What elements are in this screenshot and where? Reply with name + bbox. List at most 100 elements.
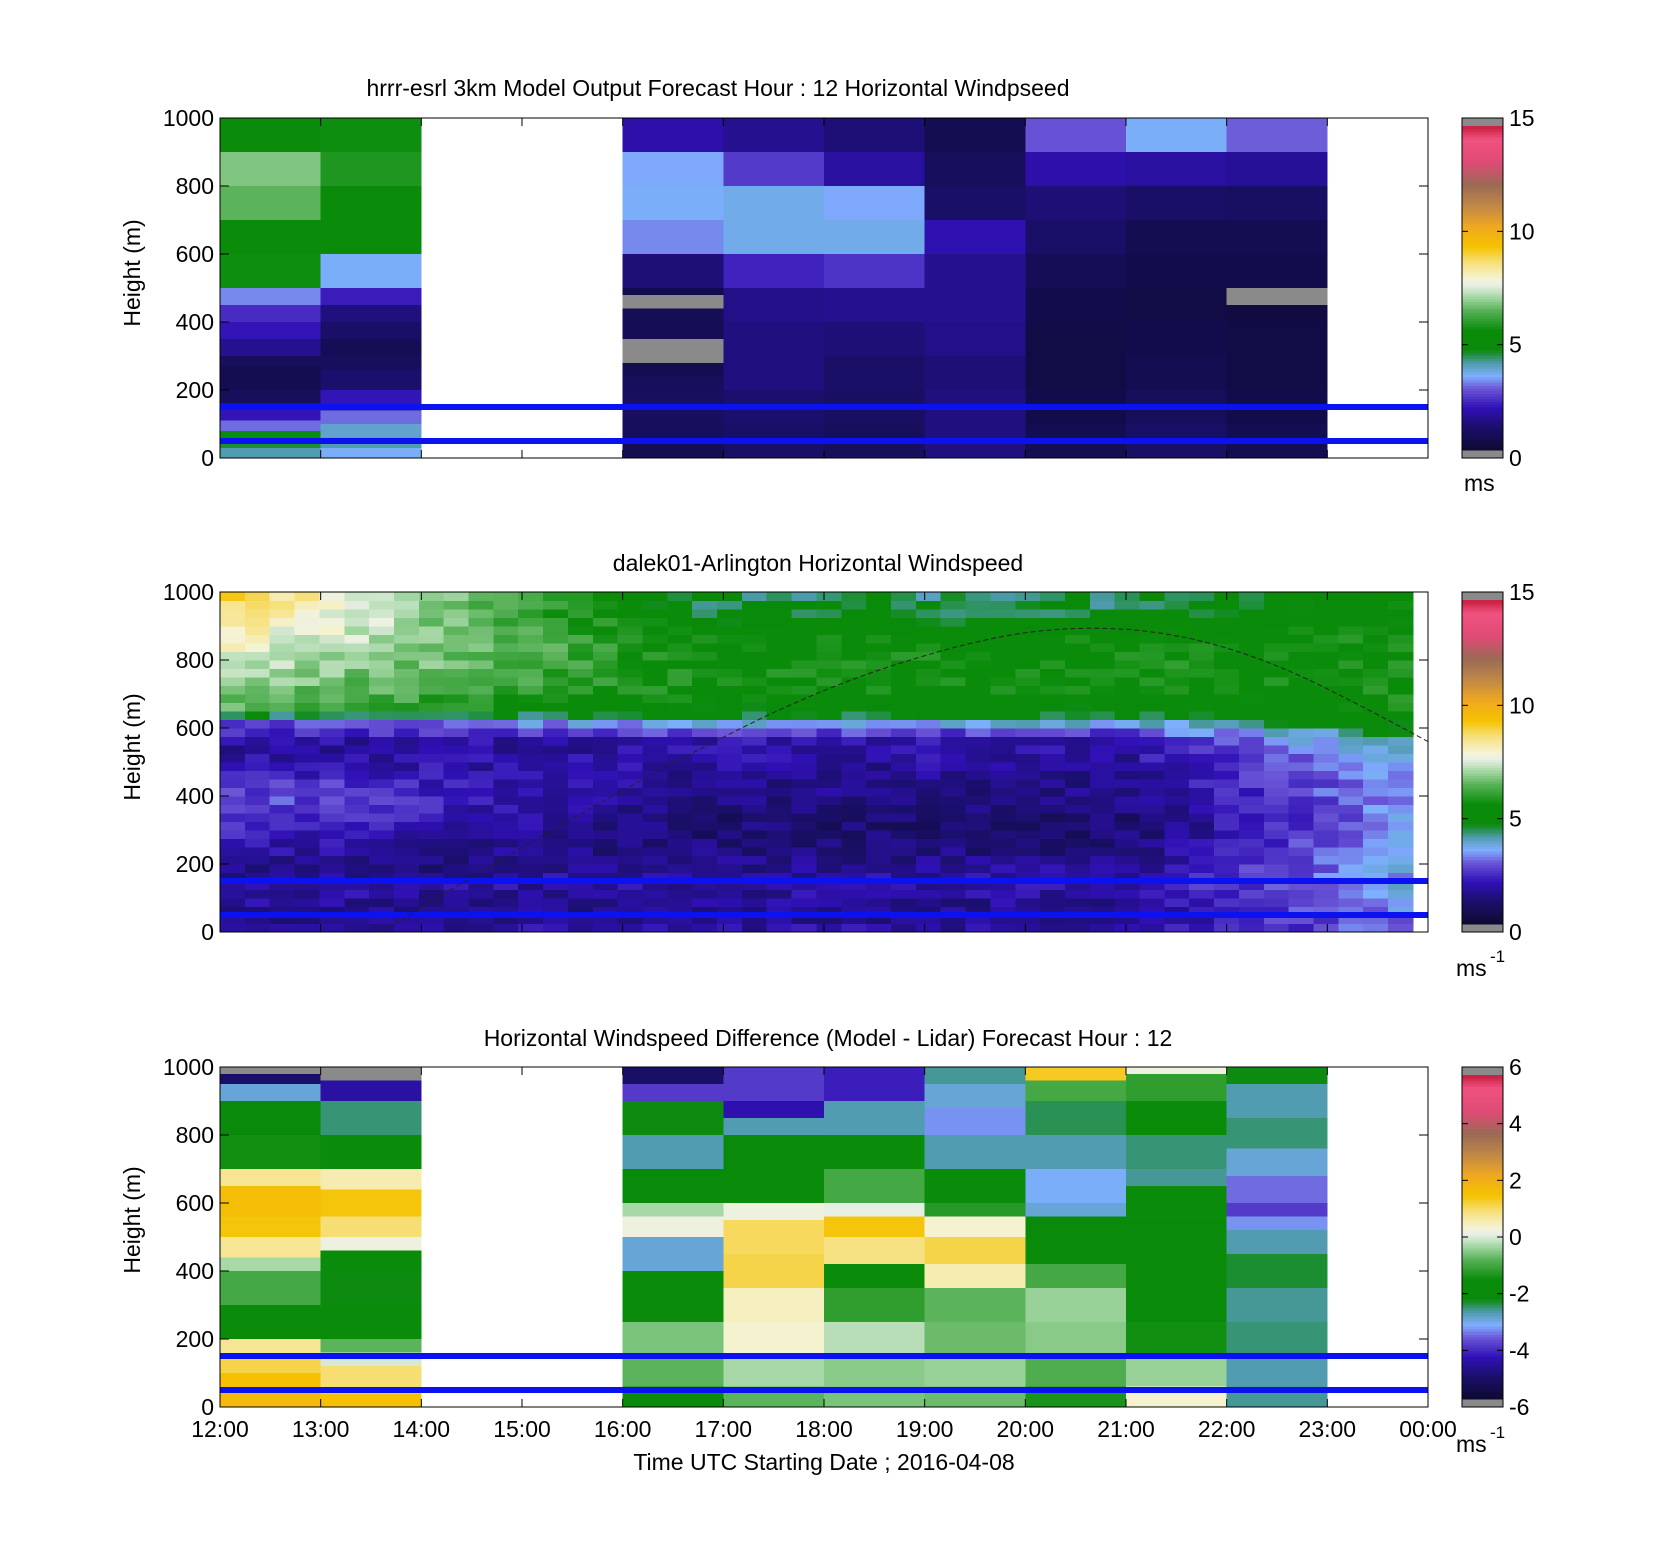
heatmap-cell <box>468 864 494 873</box>
heatmap-cell <box>866 685 892 695</box>
heatmap-cell <box>220 787 246 797</box>
heatmap-cell <box>443 779 470 788</box>
heatmap-cell <box>617 847 643 856</box>
heatmap-cell <box>369 796 395 805</box>
colorbar-swatch <box>1462 261 1503 265</box>
heatmap-cell <box>1040 821 1066 831</box>
heatmap-cell <box>567 830 594 839</box>
heatmap-cell <box>622 1271 724 1288</box>
heatmap-cell <box>319 838 345 848</box>
heatmap-cell <box>642 736 668 746</box>
colorbar-tick-label: 4 <box>1509 1111 1522 1137</box>
heatmap-cell <box>622 376 724 397</box>
heatmap-cell <box>244 779 271 788</box>
heatmap-cell <box>940 694 967 703</box>
heatmap-cell <box>741 813 768 822</box>
heatmap-cell <box>1040 626 1066 635</box>
heatmap-cell <box>1126 1254 1227 1288</box>
heatmap-cell <box>1363 872 1389 882</box>
heatmap-cell <box>1064 660 1091 669</box>
heatmap-cell <box>990 923 1016 933</box>
heatmap-cell <box>1015 728 1041 737</box>
heatmap-cell <box>1388 745 1414 754</box>
heatmap-cell <box>965 762 991 771</box>
heatmap-cell <box>1126 1073 1227 1101</box>
heatmap-cell <box>723 1067 824 1101</box>
heatmap-cell <box>567 753 594 763</box>
heatmap-cell <box>592 889 619 899</box>
heatmap-cell <box>443 821 470 831</box>
heatmap-cell <box>1164 643 1190 652</box>
heatmap-cell <box>723 1135 824 1169</box>
heatmap-cell <box>1263 711 1290 720</box>
heatmap-cell <box>443 855 470 865</box>
heatmap-cell <box>1114 881 1141 890</box>
heatmap-cell <box>1313 923 1339 933</box>
heatmap-cell <box>319 643 345 652</box>
colorbar-swatch <box>1462 1242 1503 1246</box>
colorbar-swatch <box>1462 1272 1503 1276</box>
heatmap-cell <box>741 830 768 839</box>
heatmap-cell <box>1015 609 1041 618</box>
heatmap-cell <box>1313 719 1339 729</box>
colorbar-swatch <box>1462 369 1503 373</box>
heatmap-cell <box>741 600 768 610</box>
heatmap-cell <box>344 745 370 754</box>
heatmap-cell <box>592 923 619 933</box>
heatmap-cell <box>244 923 271 933</box>
heatmap-cell <box>824 1135 925 1169</box>
colorbar-swatch <box>1462 1145 1503 1149</box>
heatmap-cell <box>940 821 967 831</box>
colorbar-swatch <box>1462 269 1503 273</box>
heatmap-cell <box>617 711 643 720</box>
heatmap-cell <box>518 770 544 780</box>
heatmap-cell <box>443 864 470 873</box>
heatmap-cell <box>1126 152 1227 186</box>
x-tick-label: 13:00 <box>292 1416 350 1442</box>
heatmap-cell <box>766 821 793 831</box>
colorbar-swatch <box>1462 431 1503 435</box>
heatmap-cell <box>915 651 942 661</box>
heatmap-cell <box>244 906 271 916</box>
heatmap-cell <box>543 821 569 831</box>
heatmap-cell <box>567 668 594 678</box>
heatmap-cell <box>493 600 519 610</box>
colorbar-swatch <box>1462 320 1503 324</box>
colorbar-swatch <box>1462 1185 1503 1189</box>
colorbar-swatch <box>1462 681 1503 685</box>
heatmap-cell <box>816 702 842 712</box>
heatmap-cell <box>244 770 271 780</box>
heatmap-cell <box>1288 762 1314 771</box>
heatmap-cell <box>493 634 519 644</box>
heatmap-cell <box>915 906 942 916</box>
heatmap-cell <box>1025 1067 1126 1081</box>
heatmap-cell <box>1226 1203 1328 1217</box>
heatmap-cell <box>567 651 594 661</box>
heatmap-cell <box>1189 779 1215 788</box>
colorbar-swatch <box>1462 374 1503 378</box>
heatmap-cell <box>294 770 320 780</box>
y-tick-label: 400 <box>176 309 214 335</box>
colorbar-swatch <box>1462 913 1503 917</box>
heatmap-cell <box>1214 855 1240 865</box>
colorbar-swatch <box>1462 385 1503 389</box>
heatmap-cell <box>1388 719 1414 729</box>
heatmap-cell <box>741 889 768 899</box>
colorbar-swatch <box>1462 393 1503 397</box>
heatmap-cell <box>418 923 445 933</box>
heatmap-cell <box>319 796 345 805</box>
heatmap-cell <box>344 711 370 720</box>
heatmap-cell <box>965 838 991 848</box>
heatmap-cell <box>567 855 594 865</box>
heatmap-cell <box>1238 923 1265 933</box>
heatmap-cell <box>1089 906 1116 916</box>
heatmap-cell <box>269 592 296 601</box>
panel-model-ylabel: Height (m) <box>119 219 145 326</box>
heatmap-cell <box>1189 626 1215 635</box>
heatmap-cell <box>617 906 643 916</box>
heatmap-cell <box>915 838 942 848</box>
heatmap-cell <box>617 745 643 754</box>
heatmap-cell <box>1015 770 1041 780</box>
heatmap-cell <box>1189 719 1215 729</box>
